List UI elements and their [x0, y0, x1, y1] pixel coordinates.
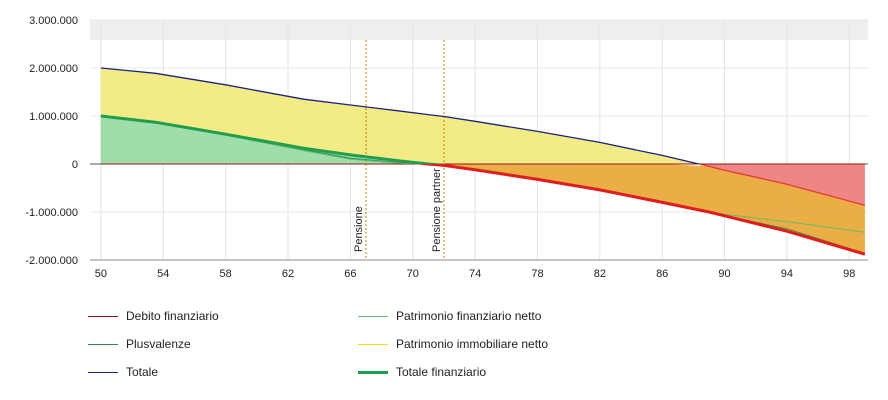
x-tick-label: 98: [843, 268, 855, 280]
series-line-totale-finanziario: [100, 114, 445, 164]
legend-swatch: [358, 370, 388, 374]
legend-label: Plusvalenze: [126, 337, 191, 351]
marker-label: Pensione partner: [431, 168, 443, 252]
x-tick-label: 94: [781, 268, 793, 280]
x-tick-label: 74: [469, 268, 481, 280]
y-tick-label: 2.000.000: [29, 63, 78, 75]
legend: Debito finanziario Patrimonio finanziario…: [88, 300, 848, 390]
immobiliare-negative-area: [100, 164, 865, 255]
legend-label: Totale finanziario: [396, 365, 487, 379]
legend-swatch: [88, 343, 118, 345]
legend-label: Totale: [126, 365, 159, 379]
legend-label: Patrimonio finanziario netto: [396, 309, 542, 323]
legend-swatch: [88, 315, 118, 317]
series-line-totale-negative: [695, 164, 866, 206]
y-tick-label: 0: [72, 159, 78, 171]
x-tick-label: 54: [157, 268, 169, 280]
chart-svg: Pensione Pensione partner 3.000.000 2.000.0…: [25, 15, 868, 280]
x-tick-label: 70: [407, 268, 419, 280]
legend-item[interactable]: Plusvalenze: [88, 336, 191, 352]
legend-label: Patrimonio immobiliare netto: [396, 337, 549, 351]
legend-item[interactable]: Patrimonio immobiliare netto: [358, 336, 548, 352]
x-tick-label: 62: [282, 268, 294, 280]
series-line-totale: [100, 67, 702, 164]
y-tick-label: -1.000.000: [25, 207, 78, 219]
x-tick-label: 86: [656, 268, 668, 280]
immobiliare-area: [100, 68, 699, 164]
legend-swatch: [358, 343, 388, 345]
legend-item[interactable]: Debito finanziario: [88, 308, 219, 324]
legend-item[interactable]: Patrimonio finanziario netto: [358, 308, 541, 324]
finanziario-area: [100, 116, 865, 164]
x-tick-label: 58: [220, 268, 232, 280]
legend-label: Debito finanziario: [126, 309, 219, 323]
x-tick-label: 66: [344, 268, 356, 280]
y-tick-label: -2.000.000: [25, 255, 78, 267]
totale-negative-area: [100, 164, 865, 206]
marker-label: Pensione: [353, 206, 365, 252]
legend-item[interactable]: Totale finanziario: [358, 364, 486, 380]
x-tick-label: 90: [718, 268, 730, 280]
y-tick-label: 3.000.000: [29, 15, 78, 27]
legend-item[interactable]: Totale: [88, 364, 158, 380]
plot-top-band: [90, 20, 868, 40]
x-tick-label: 82: [594, 268, 606, 280]
series-line-totale-finanziario-negative: [414, 164, 866, 256]
legend-swatch: [358, 315, 388, 317]
legend-swatch: [88, 371, 118, 373]
x-tick-label: 78: [531, 268, 543, 280]
y-tick-label: 1.000.000: [29, 111, 78, 123]
x-tick-label: 50: [95, 268, 107, 280]
